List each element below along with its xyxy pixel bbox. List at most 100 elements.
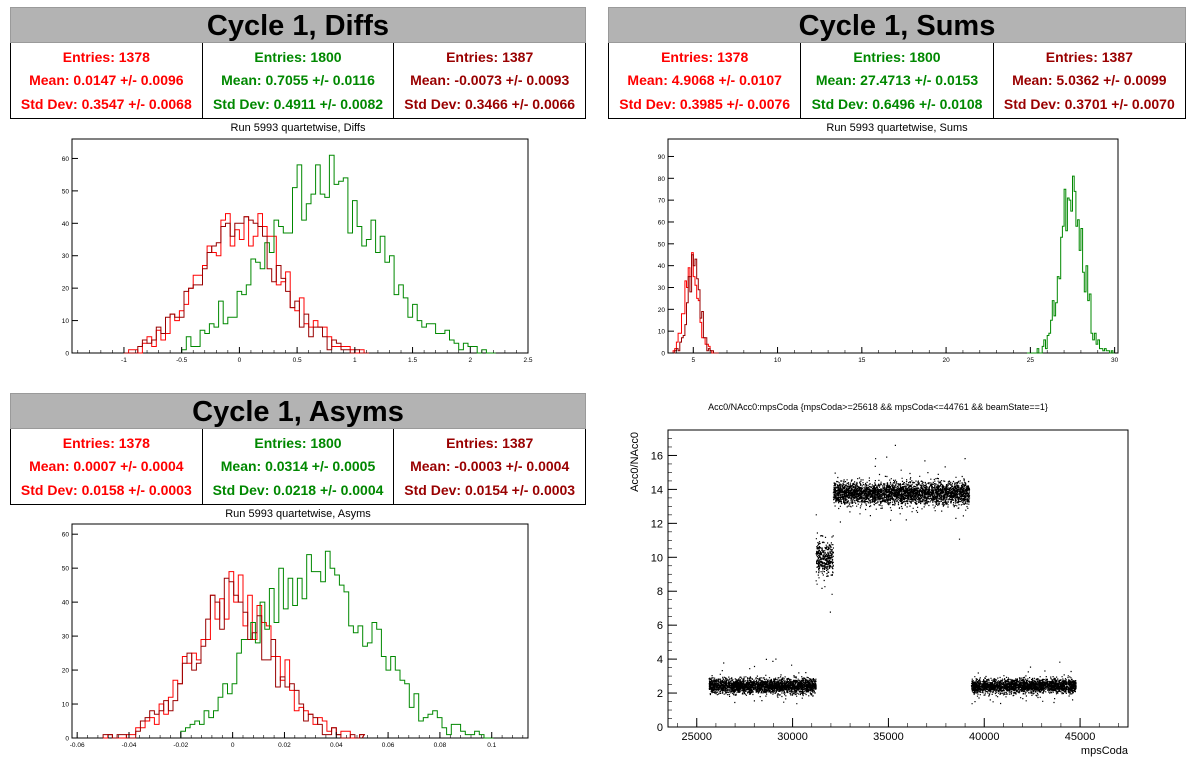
scatter-plot: Acc0/NAcc0:mpsCoda {mpsCoda>=25618 && mp… bbox=[629, 402, 1129, 757]
x-tick-label: 25000 bbox=[681, 731, 712, 743]
y-tick-label: 30 bbox=[658, 285, 666, 292]
stats-entries: Entries: 1387 bbox=[446, 48, 534, 65]
stats-std: Std Dev: 0.3701 +/- 0.0070 bbox=[1003, 96, 1175, 113]
plot-frame bbox=[71, 523, 529, 739]
x-tick-label: -1 bbox=[121, 357, 127, 364]
diffs-stats-green: Entries: 1800 Mean: 0.7055 +/- 0.0116 St… bbox=[203, 43, 395, 118]
y-tick-label: 12 bbox=[651, 518, 663, 530]
y-tick-label: 50 bbox=[62, 566, 70, 573]
x-axis-label: mpsCoda bbox=[1081, 745, 1129, 757]
x-tick-label: 15 bbox=[858, 357, 866, 364]
stats-entries: Entries: 1378 bbox=[62, 434, 150, 451]
y-tick-label: 20 bbox=[658, 307, 666, 314]
x-tick-label: 0.1 bbox=[487, 742, 496, 749]
stats-entries: Entries: 1387 bbox=[1045, 48, 1133, 65]
y-tick-label: 50 bbox=[658, 241, 666, 248]
asyms-panel-title: Cycle 1, Asyms bbox=[10, 393, 586, 429]
x-tick-label: 30000 bbox=[777, 731, 808, 743]
stats-std: Std Dev: 0.4911 +/- 0.0082 bbox=[212, 96, 384, 113]
y-tick-label: 50 bbox=[62, 188, 70, 195]
plot-frame bbox=[667, 138, 1119, 354]
y-tick-label: 10 bbox=[658, 329, 666, 336]
y-tick-label: 10 bbox=[62, 702, 70, 709]
y-tick-label: 8 bbox=[657, 586, 663, 598]
stats-mean: Mean: 0.0314 +/- 0.0005 bbox=[220, 458, 376, 475]
stats-mean: Mean: -0.0003 +/- 0.0004 bbox=[410, 458, 570, 475]
asyms-stats-darkred: Entries: 1387 Mean: -0.0003 +/- 0.0004 S… bbox=[394, 429, 585, 504]
histogram-series-1 bbox=[180, 550, 494, 739]
x-tick-label: 0 bbox=[231, 742, 235, 749]
x-tick-label: 40000 bbox=[969, 731, 1000, 743]
asyms-stats-green: Entries: 1800 Mean: 0.0314 +/- 0.0005 St… bbox=[203, 429, 395, 504]
x-tick-label: 20 bbox=[942, 357, 950, 364]
x-tick-label: -0.5 bbox=[176, 357, 188, 364]
x-tick-label: 5 bbox=[691, 357, 695, 364]
x-tick-label: 0 bbox=[238, 357, 242, 364]
x-tick-label: -0.02 bbox=[173, 742, 188, 749]
x-tick-label: 10 bbox=[774, 357, 782, 364]
asyms-stats-box: Entries: 1378 Mean: 0.0007 +/- 0.0004 St… bbox=[10, 429, 586, 505]
y-tick-label: 70 bbox=[658, 198, 666, 205]
y-tick-label: 30 bbox=[62, 634, 70, 641]
y-axis-label: Acc0/NAcc0 bbox=[629, 432, 641, 492]
stats-entries: Entries: 1378 bbox=[62, 48, 150, 65]
histogram-series-2 bbox=[102, 577, 366, 739]
x-tick-label: 1 bbox=[353, 357, 357, 364]
diffs-panel-title: Cycle 1, Diffs bbox=[10, 7, 586, 43]
y-tick-label: 0 bbox=[661, 351, 665, 358]
histogram-series-0 bbox=[123, 213, 369, 354]
histogram-series-2 bbox=[123, 216, 369, 354]
x-tick-label: 0.5 bbox=[293, 357, 302, 364]
y-tick-label: 40 bbox=[62, 221, 70, 228]
stats-mean: Mean: 0.7055 +/- 0.0116 bbox=[221, 72, 375, 89]
scatter-title: Acc0/NAcc0:mpsCoda {mpsCoda>=25618 && mp… bbox=[708, 402, 1048, 412]
y-tick-label: 2 bbox=[657, 688, 663, 700]
y-tick-label: 30 bbox=[62, 253, 70, 260]
stats-mean: Mean: 4.9068 +/- 0.0107 bbox=[627, 72, 782, 89]
sums-plot-title: Run 5993 quartetwise, Sums bbox=[826, 122, 968, 134]
y-tick-label: 20 bbox=[62, 668, 70, 675]
y-tick-label: 80 bbox=[658, 176, 666, 183]
stats-std: Std Dev: 0.3466 +/- 0.0066 bbox=[404, 96, 576, 113]
stats-std: Std Dev: 0.0218 +/- 0.0004 bbox=[212, 482, 384, 499]
y-tick-label: 90 bbox=[658, 154, 666, 161]
x-tick-label: 30 bbox=[1111, 357, 1119, 364]
stats-entries: Entries: 1800 bbox=[254, 48, 342, 65]
x-tick-label: -0.04 bbox=[122, 742, 137, 749]
histogram-series-1 bbox=[181, 154, 496, 354]
y-tick-label: 6 bbox=[657, 620, 663, 632]
x-tick-label: 0.04 bbox=[330, 742, 343, 749]
diffs-stats-box: Entries: 1378 Mean: 0.0147 +/- 0.0096 St… bbox=[10, 43, 586, 119]
stats-entries: Entries: 1800 bbox=[853, 48, 941, 65]
sums-stats-red: Entries: 1378 Mean: 4.9068 +/- 0.0107 St… bbox=[609, 43, 802, 118]
plot-frame bbox=[667, 429, 1129, 728]
y-tick-label: 4 bbox=[657, 654, 663, 666]
y-tick-label: 16 bbox=[651, 450, 663, 462]
y-tick-label: 14 bbox=[651, 484, 663, 496]
stats-std: Std Dev: 0.0154 +/- 0.0003 bbox=[404, 482, 576, 499]
stats-entries: Entries: 1378 bbox=[661, 48, 749, 65]
stats-entries: Entries: 1800 bbox=[254, 434, 342, 451]
stats-std: Std Dev: 0.0158 +/- 0.0003 bbox=[20, 482, 192, 499]
stats-mean: Mean: 27.4713 +/- 0.0153 bbox=[815, 72, 979, 89]
stats-entries: Entries: 1387 bbox=[446, 434, 534, 451]
diffs-stats-darkred: Entries: 1387 Mean: -0.0073 +/- 0.0093 S… bbox=[394, 43, 585, 118]
stats-mean: Mean: 0.0007 +/- 0.0004 bbox=[29, 458, 184, 475]
x-tick-label: 2.5 bbox=[523, 357, 532, 364]
x-tick-label: 35000 bbox=[873, 731, 904, 743]
sums-stats-box: Entries: 1378 Mean: 4.9068 +/- 0.0107 St… bbox=[608, 43, 1186, 119]
histogram-series-0 bbox=[669, 252, 719, 354]
asyms-stats-red: Entries: 1378 Mean: 0.0007 +/- 0.0004 St… bbox=[11, 429, 203, 504]
histogram-series-0 bbox=[103, 571, 366, 739]
scatter-points bbox=[708, 444, 1077, 705]
stats-std: Std Dev: 0.3547 +/- 0.0068 bbox=[20, 96, 192, 113]
y-tick-label: 60 bbox=[62, 156, 70, 163]
stats-mean: Mean: -0.0073 +/- 0.0093 bbox=[410, 72, 570, 89]
x-tick-label: 1.5 bbox=[408, 357, 417, 364]
diffs-plot-title: Run 5993 quartetwise, Diffs bbox=[230, 122, 366, 134]
diffs-stats-red: Entries: 1378 Mean: 0.0147 +/- 0.0096 St… bbox=[11, 43, 203, 118]
y-tick-label: 40 bbox=[658, 263, 666, 270]
plot-frame bbox=[71, 138, 529, 354]
stats-std: Std Dev: 0.3985 +/- 0.0076 bbox=[619, 96, 791, 113]
x-tick-label: 25 bbox=[1027, 357, 1035, 364]
